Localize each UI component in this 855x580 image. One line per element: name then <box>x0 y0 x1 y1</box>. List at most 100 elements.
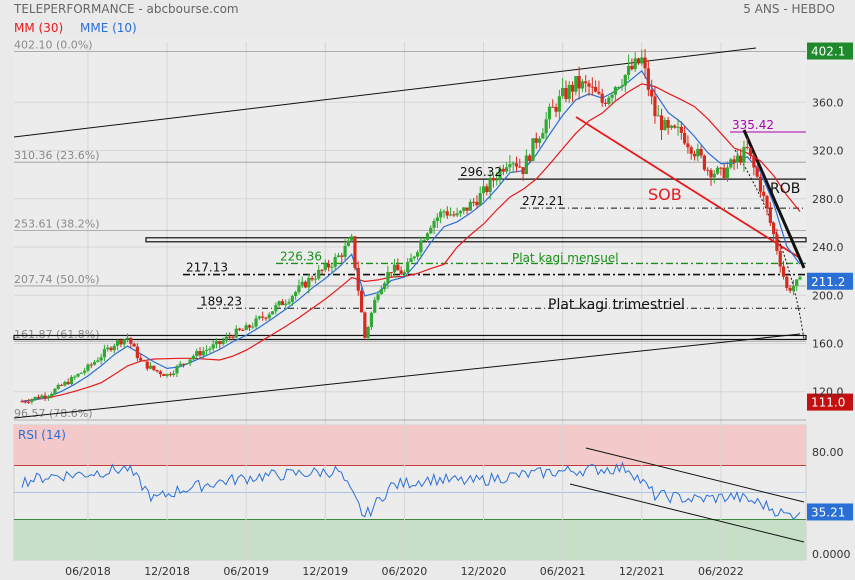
candle-body <box>785 276 789 289</box>
candle-body <box>524 155 528 175</box>
candle-body <box>415 252 420 257</box>
candle-body <box>50 393 54 397</box>
candle-body <box>224 336 228 341</box>
candle-body <box>722 167 726 178</box>
candle-body <box>330 266 334 268</box>
candle-body <box>791 285 796 291</box>
candle-body <box>432 220 436 228</box>
candle-body <box>195 351 199 357</box>
candle-body <box>185 363 189 365</box>
candle-body <box>237 328 242 330</box>
candle-body <box>715 167 720 174</box>
candle-body <box>762 191 766 196</box>
candle-body <box>498 168 502 180</box>
candle-body <box>673 125 677 128</box>
candle-body <box>448 214 453 216</box>
rsi-lower-trend-line <box>569 483 805 543</box>
candle-body <box>445 211 449 216</box>
candle-body <box>379 289 383 295</box>
candle-body <box>320 269 324 271</box>
y-tick-label: 320.0 <box>812 145 844 158</box>
candle-body <box>277 301 281 306</box>
price-panel-bg <box>14 38 806 420</box>
low-price-badge: 111.0 <box>811 396 845 410</box>
candle-body <box>251 326 255 328</box>
candle-body <box>336 255 341 257</box>
candle-body <box>577 76 581 89</box>
candle-body <box>303 281 308 288</box>
rsi-last-badge: 35.21 <box>811 505 845 519</box>
candle-body <box>89 364 93 366</box>
candle-body <box>333 256 337 267</box>
candle-body <box>584 81 588 84</box>
fib-level-label: 310.36 (23.6%) <box>14 149 100 162</box>
candle-body <box>679 126 683 133</box>
candle-body <box>172 373 176 376</box>
candle-body <box>257 316 261 319</box>
candle-body <box>481 186 486 194</box>
candle-body <box>218 341 222 344</box>
rsi-tick-label: 0.0000 <box>812 548 851 561</box>
level-label-272: 272.21 <box>522 194 564 208</box>
candle-body <box>201 351 205 356</box>
plat-trimestriel-annotation: Plat kagi trimestriel <box>548 297 685 313</box>
candle-body <box>567 84 571 100</box>
candle-body <box>603 102 608 104</box>
y-tick-label: 200.0 <box>812 289 844 302</box>
candle-body <box>587 83 591 87</box>
candle-body <box>152 365 156 371</box>
candle-body <box>66 381 70 385</box>
x-tick-label: 12/2018 <box>144 565 190 578</box>
candle-body <box>307 277 311 288</box>
fib-level-label: 402.10 (0.0%) <box>14 39 93 52</box>
candle-body <box>590 86 594 88</box>
candle-body <box>396 264 400 271</box>
candle-body <box>92 361 97 365</box>
candle-body <box>501 168 505 172</box>
candle-body <box>472 201 476 203</box>
plat-mensuel-annotation: Plat kagi mensuel <box>512 251 619 265</box>
candle-body <box>465 207 469 211</box>
high-price-badge: 402.1 <box>811 45 845 59</box>
candle-body <box>46 396 50 398</box>
candle-body <box>221 340 225 344</box>
candle-body <box>76 373 80 377</box>
candle-body <box>310 277 314 280</box>
candle-body <box>274 305 278 312</box>
candle-body <box>564 88 568 100</box>
candle-body <box>669 125 674 128</box>
dotted-curve <box>734 149 805 341</box>
candle-body <box>798 277 802 280</box>
candle-body <box>462 207 466 211</box>
candle-body <box>280 301 285 306</box>
candle-body <box>739 155 743 163</box>
candle-body <box>356 267 360 291</box>
candle-body <box>270 311 275 315</box>
candle-body <box>597 91 601 94</box>
candle-body <box>709 170 713 178</box>
candle-body <box>788 288 792 291</box>
candle-body <box>63 381 67 386</box>
rsi-overbought-zone <box>14 425 806 466</box>
y-tick-label: 240.0 <box>812 241 844 254</box>
candle-body <box>43 395 47 398</box>
candle-body <box>626 65 631 75</box>
low-price-badge-bg <box>807 393 853 411</box>
candle-body <box>630 65 634 70</box>
candle-body <box>36 396 41 399</box>
candle-body <box>613 87 617 95</box>
x-tick-label: 06/2019 <box>223 565 269 578</box>
candle-body <box>755 167 759 177</box>
high-price-badge-bg <box>807 42 853 60</box>
candle-body <box>129 337 133 344</box>
support-zone-box <box>13 334 807 341</box>
candle-body <box>683 132 687 144</box>
candle-body <box>142 360 146 362</box>
candle-body <box>574 76 578 92</box>
candle-body <box>745 146 749 148</box>
candle-body <box>139 358 143 361</box>
candle-body <box>580 81 585 89</box>
y-tick-label: 360.0 <box>812 96 844 109</box>
candle-body <box>297 285 301 293</box>
